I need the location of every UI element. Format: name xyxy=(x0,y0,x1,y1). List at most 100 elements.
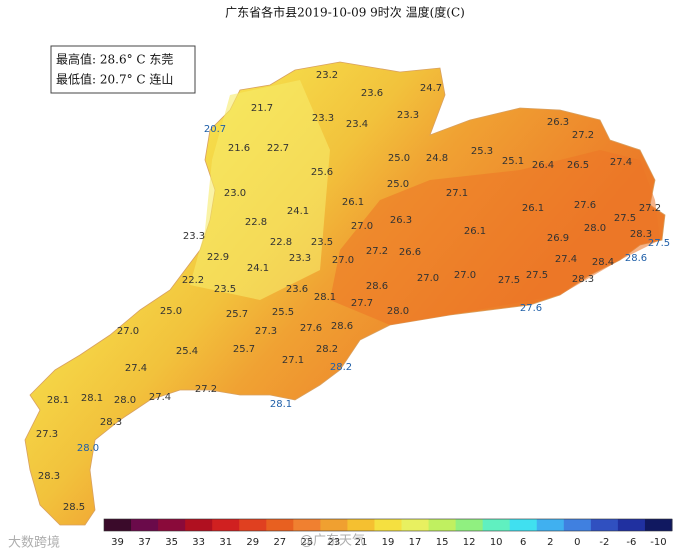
station-temp: 27.2 xyxy=(639,203,661,214)
colorbar-label: 17 xyxy=(409,537,422,548)
station-temp: 23.3 xyxy=(397,110,419,121)
station-temp: 27.2 xyxy=(195,384,217,395)
station-temp: 25.5 xyxy=(272,307,294,318)
info-max: 最高值: 28.6° C 东莞 xyxy=(56,52,173,67)
station-temp: 23.3 xyxy=(312,113,334,124)
colorbar-label: -2 xyxy=(599,537,609,548)
station-temp: 23.4 xyxy=(346,119,368,130)
station-temp: 28.0 xyxy=(77,443,99,454)
station-temp: 24.8 xyxy=(426,153,448,164)
station-temp: 23.2 xyxy=(316,70,338,81)
station-temp: 24.7 xyxy=(420,83,442,94)
station-temp: 27.7 xyxy=(351,298,373,309)
colorbar-segment xyxy=(644,519,673,531)
station-temp: 23.0 xyxy=(224,188,246,199)
station-temp: 25.0 xyxy=(160,306,182,317)
title: 广东省各市县2019-10-09 9时次 温度(度(C) xyxy=(225,5,465,20)
colorbar-segment xyxy=(401,519,430,531)
station-temp: 26.1 xyxy=(464,226,486,237)
colorbar-label: -6 xyxy=(626,537,636,548)
station-temp: 27.5 xyxy=(648,238,670,249)
colorbar-label: 0 xyxy=(574,537,580,548)
station-temp: 27.4 xyxy=(555,254,577,265)
station-temp: 28.1 xyxy=(270,399,292,410)
colorbar-segment xyxy=(428,519,457,531)
station-temp: 22.8 xyxy=(245,217,267,228)
colorbar-label: 27 xyxy=(273,537,286,548)
station-temp: 25.1 xyxy=(502,156,524,167)
station-temp: 27.0 xyxy=(454,270,476,281)
colorbar-label: 15 xyxy=(436,537,449,548)
station-temp: 27.6 xyxy=(520,303,542,314)
colorbar-segment xyxy=(158,519,186,531)
station-temp: 28.3 xyxy=(630,229,652,240)
station-temp: 23.3 xyxy=(289,253,311,264)
station-temp: 21.6 xyxy=(228,143,250,154)
station-temp: 27.1 xyxy=(282,355,304,366)
station-temp: 28.2 xyxy=(316,344,338,355)
station-temp: 28.1 xyxy=(47,395,69,406)
colorbar-segment xyxy=(509,519,538,531)
station-temp: 27.2 xyxy=(572,130,594,141)
station-temp: 26.9 xyxy=(547,233,569,244)
colorbar-segment xyxy=(455,519,484,531)
station-temp: 28.1 xyxy=(81,393,103,404)
station-temp: 28.1 xyxy=(314,292,336,303)
colorbar-segment xyxy=(590,519,619,531)
colorbar-label: 6 xyxy=(520,537,526,548)
station-temp: 26.5 xyxy=(567,160,589,171)
colorbar-label: 25 xyxy=(300,537,313,548)
station-temp: 22.9 xyxy=(207,252,229,263)
station-temp: 21.7 xyxy=(251,103,273,114)
station-temp: 20.7 xyxy=(204,124,226,135)
station-temp: 27.6 xyxy=(574,200,596,211)
station-temp: 28.4 xyxy=(592,257,614,268)
station-temp: 26.3 xyxy=(547,117,569,128)
info-min: 最低值: 20.7° C 连山 xyxy=(56,72,173,87)
station-temp: 23.5 xyxy=(214,284,236,295)
region-shade xyxy=(330,150,660,325)
colorbar-segment xyxy=(185,519,213,531)
watermark: 大数跨境 xyxy=(8,536,60,551)
colorbar-label: 39 xyxy=(111,537,124,548)
colorbar-label: 21 xyxy=(355,537,368,548)
colorbar-label: 10 xyxy=(490,537,503,548)
station-temp: 25.0 xyxy=(388,153,410,164)
station-temp: 23.6 xyxy=(361,88,383,99)
station-temp: 25.0 xyxy=(387,179,409,190)
station-temp: 27.0 xyxy=(417,273,439,284)
colorbar-frame xyxy=(103,518,673,532)
colorbar-segment xyxy=(131,519,159,531)
station-temp: 28.3 xyxy=(572,274,594,285)
station-temp: 27.5 xyxy=(614,213,636,224)
colorbar-segment xyxy=(374,519,403,531)
station-temp: 28.5 xyxy=(63,502,85,513)
station-temp: 28.3 xyxy=(100,417,122,428)
station-temp: 25.6 xyxy=(311,167,333,178)
colorbar-segment xyxy=(266,519,294,531)
station-temp: 25.7 xyxy=(226,309,248,320)
station-temp: 27.4 xyxy=(610,157,632,168)
colorbar-label: -10 xyxy=(650,537,666,548)
colorbar-segment xyxy=(212,519,240,531)
station-temp: 27.2 xyxy=(366,246,388,257)
station-temp: 26.1 xyxy=(342,197,364,208)
station-temp: 26.6 xyxy=(399,247,421,258)
station-temp: 27.4 xyxy=(125,363,147,374)
station-temp: 27.0 xyxy=(351,221,373,232)
colorbar-segment xyxy=(617,519,646,531)
station-temp: 27.6 xyxy=(300,323,322,334)
station-temp: 28.0 xyxy=(114,395,136,406)
station-temp: 27.5 xyxy=(526,270,548,281)
colorbar-segment xyxy=(347,519,375,531)
station-temp: 27.0 xyxy=(332,255,354,266)
colorbar-segment xyxy=(563,519,592,531)
watermark: @广东天气 xyxy=(300,533,365,549)
colorbar-segment xyxy=(482,519,511,531)
colorbar-segment xyxy=(239,519,267,531)
station-temp: 26.3 xyxy=(390,215,412,226)
station-temp: 22.2 xyxy=(182,275,204,286)
station-temp: 27.5 xyxy=(498,275,520,286)
colorbar-label: 31 xyxy=(219,537,232,548)
station-temp: 27.3 xyxy=(36,429,58,440)
